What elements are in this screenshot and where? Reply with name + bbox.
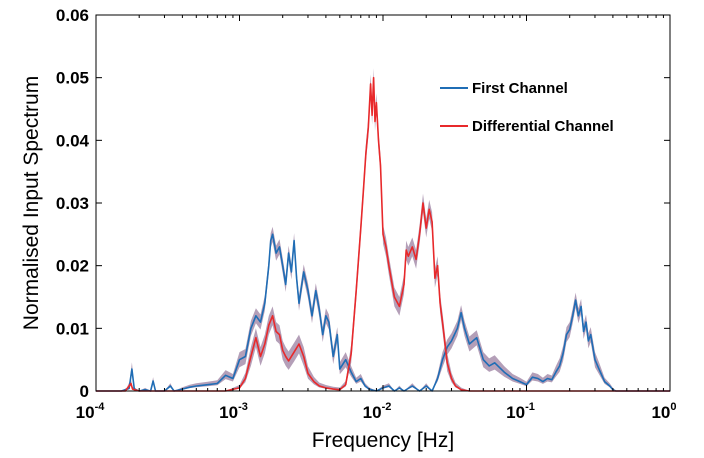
line-series-0 — [96, 233, 670, 392]
y-tick-label: 0.02 — [56, 257, 89, 276]
y-tick-label: 0 — [80, 382, 89, 401]
x-tick-label: 10-1 — [506, 401, 535, 422]
x-tick-label: 10-3 — [219, 401, 248, 422]
y-tick-label: 0.04 — [56, 131, 90, 150]
x-tick-label: 10-2 — [363, 401, 392, 422]
y-tick-labels: 0 0.01 0.02 0.03 0.04 0.05 0.06 — [56, 6, 90, 401]
legend-label: Differential Channel — [472, 118, 614, 135]
x-tick-label: 10-4 — [76, 401, 106, 422]
legend-label: First Channel — [472, 80, 568, 97]
y-tick-label: 0.05 — [56, 69, 89, 88]
x-tick-label: 100 — [651, 401, 676, 422]
band-series-0 — [96, 226, 670, 391]
x-tick-labels: 10-4 10-3 10-2 10-1 100 — [76, 401, 677, 422]
line-series-1 — [96, 76, 670, 392]
axis-ticks — [95, 14, 671, 392]
y-tick-label: 0.01 — [56, 319, 89, 338]
y-tick-label: 0.06 — [56, 6, 89, 25]
legend: First Channel Differential Channel — [440, 80, 614, 135]
x-axis-title: Frequency [Hz] — [312, 429, 454, 452]
y-tick-label: 0.03 — [56, 194, 89, 213]
y-axis-title: Normalised Input Spectrum — [20, 76, 43, 330]
